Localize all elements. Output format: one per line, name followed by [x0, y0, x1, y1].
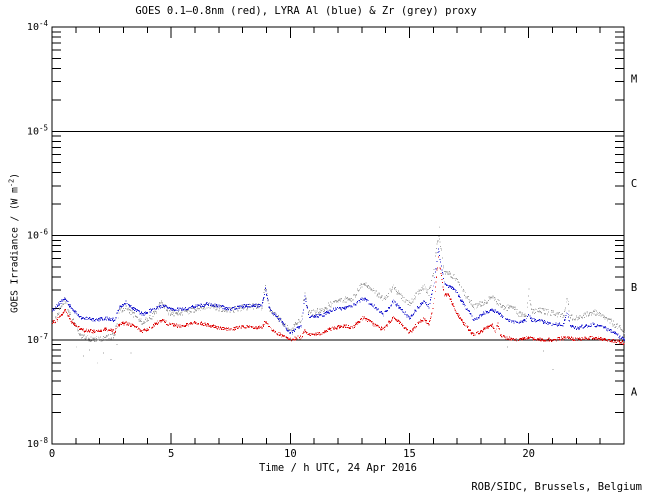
svg-text:A: A [631, 386, 638, 398]
svg-text:15: 15 [403, 448, 416, 460]
svg-text:10-6: 10-6 [27, 228, 49, 242]
series-lyra-zr-grey-outlier-dots [75, 226, 554, 370]
credit-text: ROB/SIDC, Brussels, Belgium [471, 481, 642, 493]
svg-text:10-8: 10-8 [27, 436, 49, 450]
svg-text:M: M [631, 74, 637, 86]
svg-text:10-4: 10-4 [27, 19, 49, 33]
svg-text:0: 0 [49, 448, 55, 460]
svg-text:10-5: 10-5 [27, 123, 48, 137]
y-axis-ticks [52, 31, 624, 414]
svg-text:5: 5 [168, 448, 174, 460]
svg-text:10-7: 10-7 [27, 332, 48, 346]
x-axis-tick-labels: 0 5 10 15 20 [49, 448, 535, 460]
x-axis-title: Time / h UTC, 24 Apr 2016 [258, 462, 418, 474]
svg-text:20: 20 [522, 448, 535, 460]
series-lyra-zr-grey [52, 226, 625, 370]
flare-class-boundary-lines [52, 130, 624, 341]
y-axis-tick-labels: 10-4 10-5 10-6 10-7 10-8 [27, 19, 49, 450]
chart-title: GOES 0.1—0.8nm (red), LYRA Al (blue) & Z… [135, 5, 477, 17]
flare-class-letters: M C B A [631, 74, 638, 399]
series-lyra-al-blue [52, 248, 625, 341]
x-axis-ticks [75, 27, 601, 444]
svg-text:C: C [631, 178, 637, 190]
svg-text:B: B [631, 282, 637, 294]
svg-text:10: 10 [284, 448, 297, 460]
series-goes-red [52, 256, 625, 345]
